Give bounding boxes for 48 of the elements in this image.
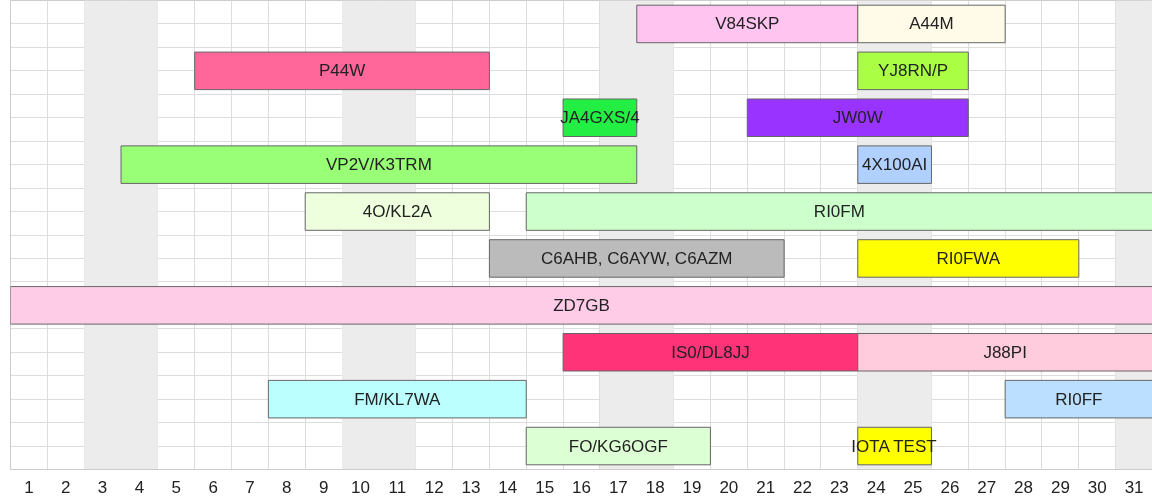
series-label: RI0FWA xyxy=(936,248,1001,268)
x-tick-label: 14 xyxy=(498,477,518,497)
x-tick-label: 6 xyxy=(208,477,218,497)
series-label: P44W xyxy=(318,61,366,81)
series-label: FM/KL7WA xyxy=(354,389,442,409)
series-label: C6AHB, C6AYW, C6AZM xyxy=(541,248,733,268)
series-label: J88PI xyxy=(983,342,1027,362)
x-tick-label: 7 xyxy=(245,477,255,497)
x-tick-label: 8 xyxy=(282,477,292,497)
x-tick-label: 31 xyxy=(1124,477,1144,497)
x-tick-label: 22 xyxy=(793,477,812,497)
x-tick-label: 18 xyxy=(645,477,665,497)
x-tick-label: 29 xyxy=(1050,477,1070,497)
series-label: RI0FM xyxy=(813,202,865,222)
x-tick-label: 20 xyxy=(719,477,739,497)
x-tick-label: 26 xyxy=(940,477,960,497)
x-tick-label: 25 xyxy=(903,477,923,497)
x-tick-label: 13 xyxy=(461,477,481,497)
series-label: A44M xyxy=(909,14,954,34)
x-tick-label: 28 xyxy=(1014,477,1034,497)
series-label: 4X100AI xyxy=(862,155,928,175)
x-tick-label: 21 xyxy=(756,477,776,497)
x-tick-label: 11 xyxy=(388,477,407,497)
series-label: VP2V/K3TRM xyxy=(325,155,432,175)
x-tick-label: 3 xyxy=(97,477,108,497)
series-label: V84SKP xyxy=(715,14,780,34)
x-tick-label: 15 xyxy=(535,477,555,497)
series-label: RI0FF xyxy=(1055,389,1103,409)
x-tick-label: 30 xyxy=(1087,477,1107,497)
x-tick-label: 24 xyxy=(866,477,886,497)
series-label: 4O/KL2A xyxy=(362,202,433,222)
x-tick-label: 4 xyxy=(134,477,145,497)
x-tick-label: 9 xyxy=(318,477,329,497)
series-label: ZD7GB xyxy=(553,295,610,315)
series-label: IS0/DL8JJ xyxy=(671,342,750,362)
series-label: JW0W xyxy=(832,108,883,128)
x-tick-label: 10 xyxy=(351,477,370,497)
series-label: YJ8RN/P xyxy=(878,61,949,81)
series-label: FO/KG6OGF xyxy=(568,436,668,456)
x-tick-label: 2 xyxy=(61,477,71,497)
x-tick-label: 12 xyxy=(424,477,444,497)
x-tick-label: 1 xyxy=(24,477,34,497)
x-tick-label: 23 xyxy=(829,477,849,497)
x-tick-label: 5 xyxy=(171,477,182,497)
x-tick-label: 27 xyxy=(977,477,997,497)
x-tick-label: 19 xyxy=(682,477,702,497)
x-tick-label: 17 xyxy=(608,477,628,497)
x-tick-label: 16 xyxy=(572,477,591,497)
